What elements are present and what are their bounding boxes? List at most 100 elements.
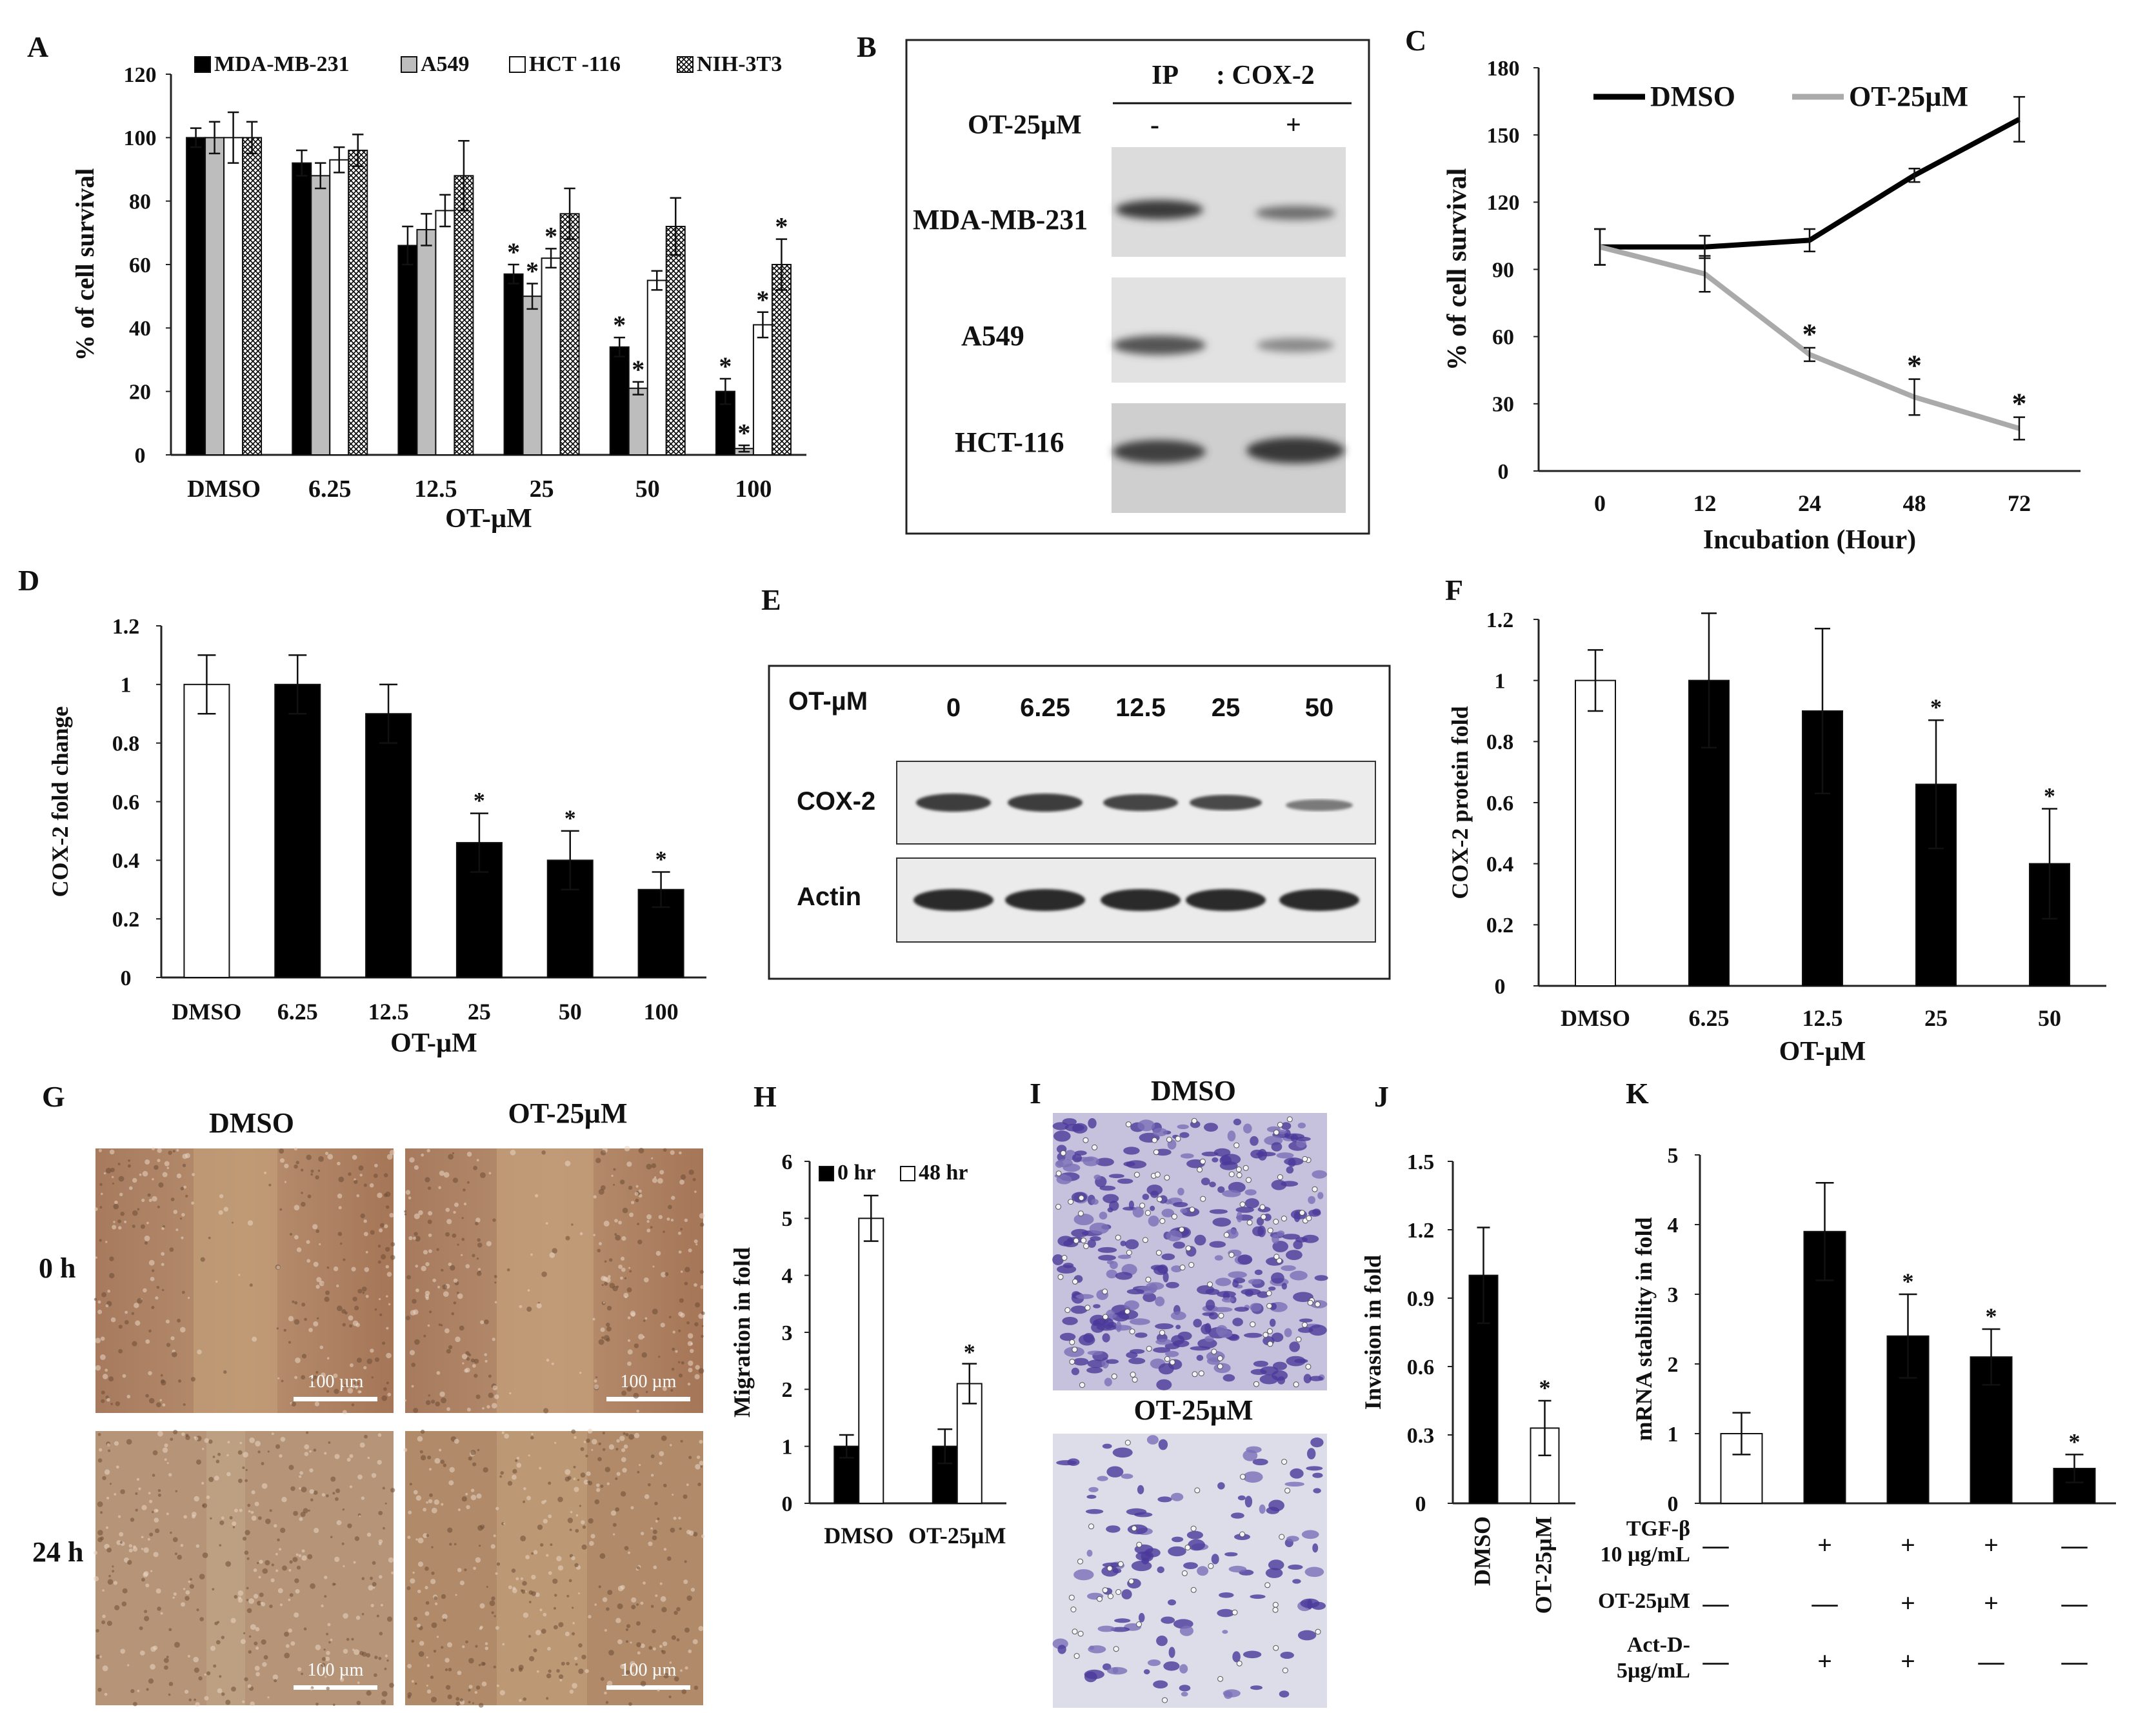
cell-texture xyxy=(678,1329,681,1332)
cell-texture xyxy=(640,1601,644,1605)
cell-texture xyxy=(672,1347,675,1351)
cell-texture xyxy=(100,1354,106,1360)
blot-e-band-cox2-3 xyxy=(1190,795,1262,810)
cell-texture xyxy=(488,1374,492,1378)
cell-texture xyxy=(588,1518,594,1524)
cell-texture xyxy=(661,1272,666,1277)
legend-swatch xyxy=(677,56,694,73)
significance-star: * xyxy=(544,221,557,250)
cell-texture xyxy=(519,1305,523,1308)
cell-texture xyxy=(541,1271,547,1277)
cell-texture xyxy=(252,1336,257,1342)
cell-texture xyxy=(681,1361,684,1365)
cell-texture xyxy=(356,1701,361,1705)
cell-texture xyxy=(626,1670,630,1674)
stained-cell xyxy=(1165,1350,1179,1357)
y-tick-label: 0.4 xyxy=(1486,853,1514,877)
cell-texture xyxy=(170,1336,175,1341)
cell-texture xyxy=(386,1295,388,1297)
cell-texture xyxy=(306,1154,312,1161)
cell-texture xyxy=(99,1239,102,1242)
condition-sub-label: 10 µg/mL xyxy=(1600,1543,1690,1567)
cell-texture xyxy=(102,1476,106,1481)
cell-texture xyxy=(652,1308,658,1315)
cell-texture xyxy=(411,1679,415,1683)
cell-texture xyxy=(601,1185,606,1190)
cell-texture xyxy=(304,1444,310,1450)
cell-texture xyxy=(635,1185,639,1188)
cell-texture xyxy=(370,1603,374,1607)
stained-cell xyxy=(1147,1659,1161,1667)
cell-texture xyxy=(319,1345,324,1350)
cell-texture xyxy=(336,1305,343,1312)
cell-texture xyxy=(267,1450,270,1453)
cell-texture xyxy=(279,1454,283,1458)
cell-texture xyxy=(349,1485,353,1488)
cell-texture xyxy=(309,1468,314,1473)
membrane-pore xyxy=(1131,1525,1137,1532)
cell-texture xyxy=(94,1207,98,1211)
cell-texture xyxy=(441,1503,444,1506)
x-tick-label: 0 xyxy=(1594,490,1606,516)
condition-label: Act-D- xyxy=(1627,1633,1690,1657)
cell-texture xyxy=(352,1296,357,1302)
cell-texture xyxy=(601,1284,604,1287)
cell-texture xyxy=(368,1585,374,1591)
cell-texture xyxy=(679,1179,684,1185)
cell-texture xyxy=(206,1495,210,1499)
membrane-pore xyxy=(1055,1203,1061,1210)
cell-texture xyxy=(462,1362,464,1365)
cell-texture xyxy=(270,1578,275,1583)
cell-texture xyxy=(701,1311,705,1316)
cell-texture xyxy=(426,1501,428,1504)
cell-texture xyxy=(251,1490,255,1494)
cell-texture xyxy=(106,1621,112,1626)
blot-e-lane-2: 12.5 xyxy=(1115,694,1166,722)
membrane-pore xyxy=(1281,1216,1287,1222)
significance-star: * xyxy=(775,212,788,241)
cell-texture xyxy=(128,1548,133,1553)
membrane-pore xyxy=(1103,1314,1108,1320)
cell-texture xyxy=(670,1444,672,1447)
cell-texture xyxy=(679,1151,682,1155)
cell-texture xyxy=(426,1689,432,1694)
cell-texture xyxy=(448,1154,454,1160)
stained-cell xyxy=(1093,1304,1101,1308)
cell-texture xyxy=(419,1450,423,1454)
cell-texture xyxy=(442,1614,448,1619)
cell-texture xyxy=(620,1585,625,1590)
significance-star: * xyxy=(1907,349,1922,382)
stained-cell xyxy=(1272,1241,1288,1252)
cell-texture xyxy=(275,1444,281,1449)
cell-texture xyxy=(441,1646,444,1649)
cell-texture xyxy=(185,1596,190,1601)
cell-texture xyxy=(101,1620,106,1625)
stained-cell xyxy=(1277,1130,1287,1134)
stained-cell xyxy=(1146,1185,1163,1196)
stained-cell xyxy=(1197,1285,1215,1294)
cell-texture xyxy=(370,1576,374,1580)
cell-texture xyxy=(141,1198,145,1202)
cell-texture xyxy=(575,1528,579,1533)
panel-letter-d: D xyxy=(18,564,39,597)
cell-texture xyxy=(114,1441,119,1446)
cell-texture xyxy=(663,1548,667,1551)
cell-texture xyxy=(249,1283,253,1287)
cell-texture xyxy=(510,1668,515,1672)
cell-texture xyxy=(183,1185,187,1189)
cell-texture xyxy=(157,1430,163,1437)
legend-label: A549 xyxy=(421,52,470,76)
cell-texture xyxy=(113,1581,117,1585)
cell-texture xyxy=(133,1545,136,1548)
cell-texture xyxy=(481,1681,487,1687)
cell-texture xyxy=(293,1510,298,1516)
cell-texture xyxy=(265,1518,271,1525)
cell-texture xyxy=(494,1275,497,1278)
membrane-pore xyxy=(1070,1607,1077,1612)
cell-texture xyxy=(248,1650,252,1654)
cell-texture xyxy=(360,1213,365,1219)
cell-texture xyxy=(321,1657,326,1661)
cell-texture xyxy=(350,1363,354,1367)
cell-texture xyxy=(427,1219,432,1225)
